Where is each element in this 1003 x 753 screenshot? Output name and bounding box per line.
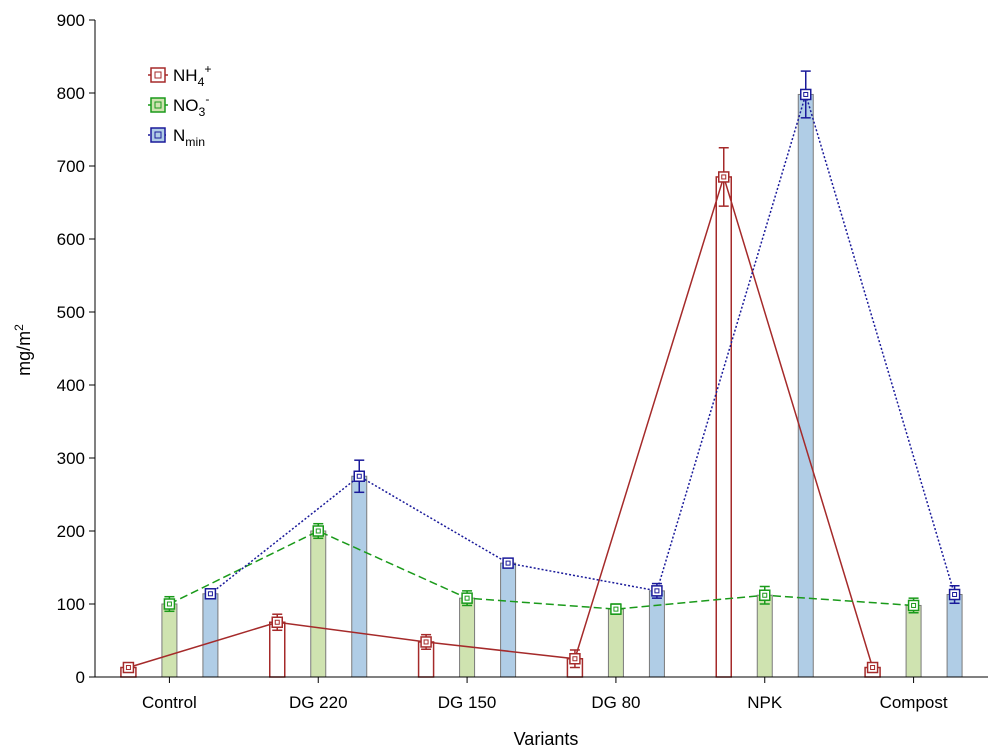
bars-layer <box>120 93 963 678</box>
legend: NH4+ NO3- Nmin <box>148 62 212 149</box>
bar-no3-3 <box>607 608 624 678</box>
marker-no3-2 <box>461 592 473 604</box>
bar-nmin-5 <box>946 594 963 678</box>
marker-nmin-4 <box>800 88 812 101</box>
y-axis-label: mg/m2 <box>12 324 34 376</box>
y-tick-label-1: 100 <box>57 595 85 614</box>
bar-no3-1 <box>310 530 327 678</box>
y-tick-label-2: 200 <box>57 522 85 541</box>
marker-nh4-3 <box>569 653 581 665</box>
marker-nh4-0 <box>122 661 135 674</box>
bar-no3-5 <box>905 604 922 678</box>
bar-nmin-1 <box>351 475 368 678</box>
marker-inner-nmin-5 <box>952 592 958 598</box>
marker-no3-4 <box>759 589 771 601</box>
legend-label-nh4-base: NH <box>173 66 198 85</box>
marker-nh4-1 <box>271 616 283 628</box>
legend-label-nh4-sub: 4 <box>198 75 205 89</box>
legend-swatch-inner-no3 <box>154 101 162 109</box>
marker-inner-no3-3 <box>613 606 619 612</box>
y-axis-label-sup: 2 <box>12 324 26 331</box>
y-tick-label-0: 0 <box>76 668 85 687</box>
y-tick-label-5: 500 <box>57 303 85 322</box>
y-tick-label-8: 800 <box>57 84 85 103</box>
marker-nmin-5 <box>948 588 961 601</box>
legend-label-no3-base: NO <box>173 96 199 115</box>
lines-layer <box>128 91 956 669</box>
y-tick-label-4: 400 <box>57 376 85 395</box>
legend-swatch-inner-nh4 <box>154 71 162 79</box>
x-tick-label-4: NPK <box>747 693 783 712</box>
series-line-nh4 <box>128 174 874 669</box>
bar-no3-2 <box>459 597 476 678</box>
x-axis-label: Variants <box>514 729 579 749</box>
x-tick-label-0: Control <box>142 693 197 712</box>
marker-no3-0 <box>163 598 176 610</box>
series-line-no3 <box>169 530 914 610</box>
marker-no3-1 <box>312 525 324 537</box>
legend-label-nmin-sub: min <box>185 135 205 149</box>
marker-inner-nmin-0 <box>207 591 213 597</box>
marker-inner-no3-2 <box>464 595 470 601</box>
legend-label-nh4-sup: + <box>204 62 211 76</box>
marker-inner-no3-0 <box>166 601 172 607</box>
marker-inner-nmin-3 <box>654 588 660 594</box>
legend-label-nmin: Nmin <box>173 126 205 149</box>
y-tick-label-9: 900 <box>57 11 85 30</box>
marker-inner-nmin-2 <box>505 560 511 566</box>
legend-label-no3-sub: 3 <box>199 105 206 119</box>
marker-inner-nh4-2 <box>423 639 429 645</box>
marker-nmin-0 <box>204 588 217 600</box>
x-tick-label-3: DG 80 <box>591 693 640 712</box>
marker-nmin-1 <box>353 470 365 482</box>
marker-inner-nh4-4 <box>721 174 727 180</box>
y-tick-label-7: 700 <box>57 157 85 176</box>
marker-nh4-5 <box>866 661 879 674</box>
marker-no3-3 <box>610 603 622 615</box>
legend-label-no3-sup: - <box>205 92 209 106</box>
y-tick-label-3: 300 <box>57 449 85 468</box>
legend-swatch-inner-nmin <box>154 131 162 139</box>
x-tick-label-5: Compost <box>880 693 948 712</box>
bar-nmin-0 <box>202 593 219 678</box>
marker-inner-nh4-5 <box>870 665 876 671</box>
marker-inner-no3-5 <box>911 602 917 608</box>
marker-inner-no3-4 <box>762 592 768 598</box>
axes-layer: 0 100 200 300 400 500 600 700 800 900 Control DG 22… <box>57 11 988 712</box>
marker-nh4-4 <box>718 171 730 183</box>
error-bars-layer <box>123 70 960 672</box>
bar-no3-4 <box>756 594 773 678</box>
legend-swatch-no3 <box>150 97 166 113</box>
marker-inner-no3-1 <box>315 528 321 534</box>
marker-inner-nh4-1 <box>274 619 280 625</box>
legend-label-nmin-base: N <box>173 126 185 145</box>
legend-label-nh4: NH4+ <box>173 62 212 89</box>
legend-label-no3: NO3- <box>173 92 209 119</box>
bar-no3-0 <box>161 603 178 678</box>
marker-inner-nh4-3 <box>572 656 578 662</box>
x-tick-label-2: DG 150 <box>438 693 497 712</box>
bar-nh4-4 <box>715 176 732 678</box>
marker-inner-nmin-4 <box>803 91 809 97</box>
marker-inner-nmin-1 <box>356 473 362 479</box>
y-tick-label-6: 600 <box>57 230 85 249</box>
marker-nh4-2 <box>420 636 432 648</box>
legend-swatch-nmin <box>150 127 166 143</box>
bar-nmin-3 <box>648 590 665 678</box>
legend-swatch-nh4 <box>150 67 166 83</box>
marker-inner-nh4-0 <box>125 665 131 671</box>
marker-nmin-2 <box>502 557 514 569</box>
series-line-nmin <box>209 91 956 595</box>
x-tick-label-1: DG 220 <box>289 693 348 712</box>
markers-layer <box>122 88 961 674</box>
y-axis-label-base: mg/m <box>14 331 34 376</box>
marker-no3-5 <box>907 599 920 612</box>
bar-nmin-4 <box>797 93 814 678</box>
bar-nmin-2 <box>500 562 517 678</box>
marker-nmin-3 <box>651 585 663 597</box>
